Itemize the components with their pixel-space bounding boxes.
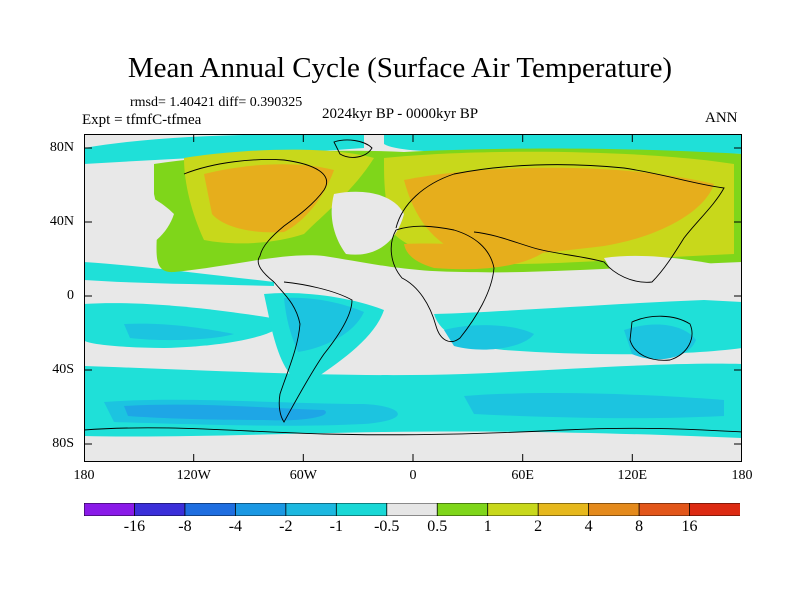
colorbar-label: 8 bbox=[635, 518, 644, 535]
coastlines bbox=[84, 139, 742, 436]
lat-tick-40s: 40S bbox=[52, 362, 74, 377]
lat-tick-0: 0 bbox=[67, 288, 74, 303]
colorbar-label: -8 bbox=[178, 518, 192, 535]
colorbar-label: 16 bbox=[681, 518, 698, 535]
colorbar-swatch bbox=[84, 503, 136, 516]
experiment-label: Expt = tfmfC-tfmea bbox=[82, 112, 202, 128]
arctic-west-anomaly bbox=[84, 134, 364, 164]
south-america-coast bbox=[273, 281, 353, 423]
lon-tick-180w: 180 bbox=[73, 468, 95, 483]
lat-tick-40n: 40N bbox=[49, 214, 74, 229]
eurasia-coast bbox=[395, 164, 725, 283]
colorbar-swatch bbox=[386, 503, 439, 516]
plot-title: Mean Annual Cycle (Surface Air Temperatu… bbox=[127, 52, 673, 84]
colorbar-swatch bbox=[487, 503, 540, 516]
lon-tick-180e: 180 bbox=[731, 468, 753, 483]
arctic-east-anomaly bbox=[384, 134, 742, 154]
australia-coast bbox=[629, 315, 693, 361]
colorbar-swatch bbox=[234, 503, 287, 516]
amazon-cool-region bbox=[284, 297, 364, 352]
colorbar-label: -2 bbox=[279, 518, 293, 535]
lon-tick-60e: 60E bbox=[511, 468, 534, 483]
colorbar-label: 4 bbox=[584, 518, 593, 535]
colorbar-swatch bbox=[588, 503, 640, 516]
lon-tick-120e: 120E bbox=[617, 468, 648, 483]
south-atlantic-core bbox=[444, 325, 534, 350]
statistics-line: rmsd= 1.40421 diff= 0.390325 bbox=[130, 95, 303, 110]
australia-cool-region bbox=[624, 324, 696, 360]
equatorial-pacific-anomaly bbox=[84, 262, 274, 286]
temperature-anomaly-map bbox=[84, 134, 742, 462]
colorbar-label: 0.5 bbox=[427, 518, 448, 535]
colorbar-swatch bbox=[184, 503, 237, 516]
lat-tick-80n: 80N bbox=[49, 140, 74, 155]
north-pacific-neutral bbox=[84, 185, 174, 260]
south-pacific-core bbox=[124, 323, 234, 341]
colorbar bbox=[84, 503, 740, 516]
colorbar-swatch bbox=[335, 503, 388, 516]
north-america-coast bbox=[183, 159, 327, 283]
colorbar-label: 1 bbox=[483, 518, 492, 535]
antarctica-coast bbox=[84, 427, 742, 436]
colorbar-label: 2 bbox=[534, 518, 543, 535]
greenland-coast bbox=[333, 139, 373, 158]
colorbar-swatch bbox=[638, 503, 691, 516]
lon-tick-60w: 60W bbox=[289, 468, 317, 483]
colorbar-swatch bbox=[689, 503, 740, 516]
colorbar-swatch bbox=[537, 503, 590, 516]
north-america-strong-warming bbox=[204, 164, 334, 233]
colorbar-swatch bbox=[134, 503, 186, 516]
lon-tick-0: 0 bbox=[409, 468, 417, 483]
lat-tick-80s: 80S bbox=[52, 436, 74, 451]
north-africa-warming bbox=[404, 243, 544, 270]
colorbar-label: -0.5 bbox=[374, 518, 400, 535]
africa-coast bbox=[390, 225, 495, 342]
map-tick-marks bbox=[84, 134, 742, 462]
colorbar-swatch bbox=[285, 503, 338, 516]
colorbar-swatch bbox=[436, 503, 489, 516]
colorbar-label: -1 bbox=[329, 518, 343, 535]
season-label: ANN bbox=[705, 110, 738, 126]
southern-pacific-blue-region bbox=[124, 404, 326, 421]
colorbar-label: -4 bbox=[228, 518, 243, 535]
period-label: 2024kyr BP - 0000kyr BP bbox=[322, 106, 479, 122]
southern-indian-cool-region bbox=[464, 393, 724, 419]
north-atlantic-neutral bbox=[331, 191, 404, 255]
colorbar-label: -16 bbox=[123, 518, 146, 535]
lon-tick-120w: 120W bbox=[176, 468, 211, 483]
